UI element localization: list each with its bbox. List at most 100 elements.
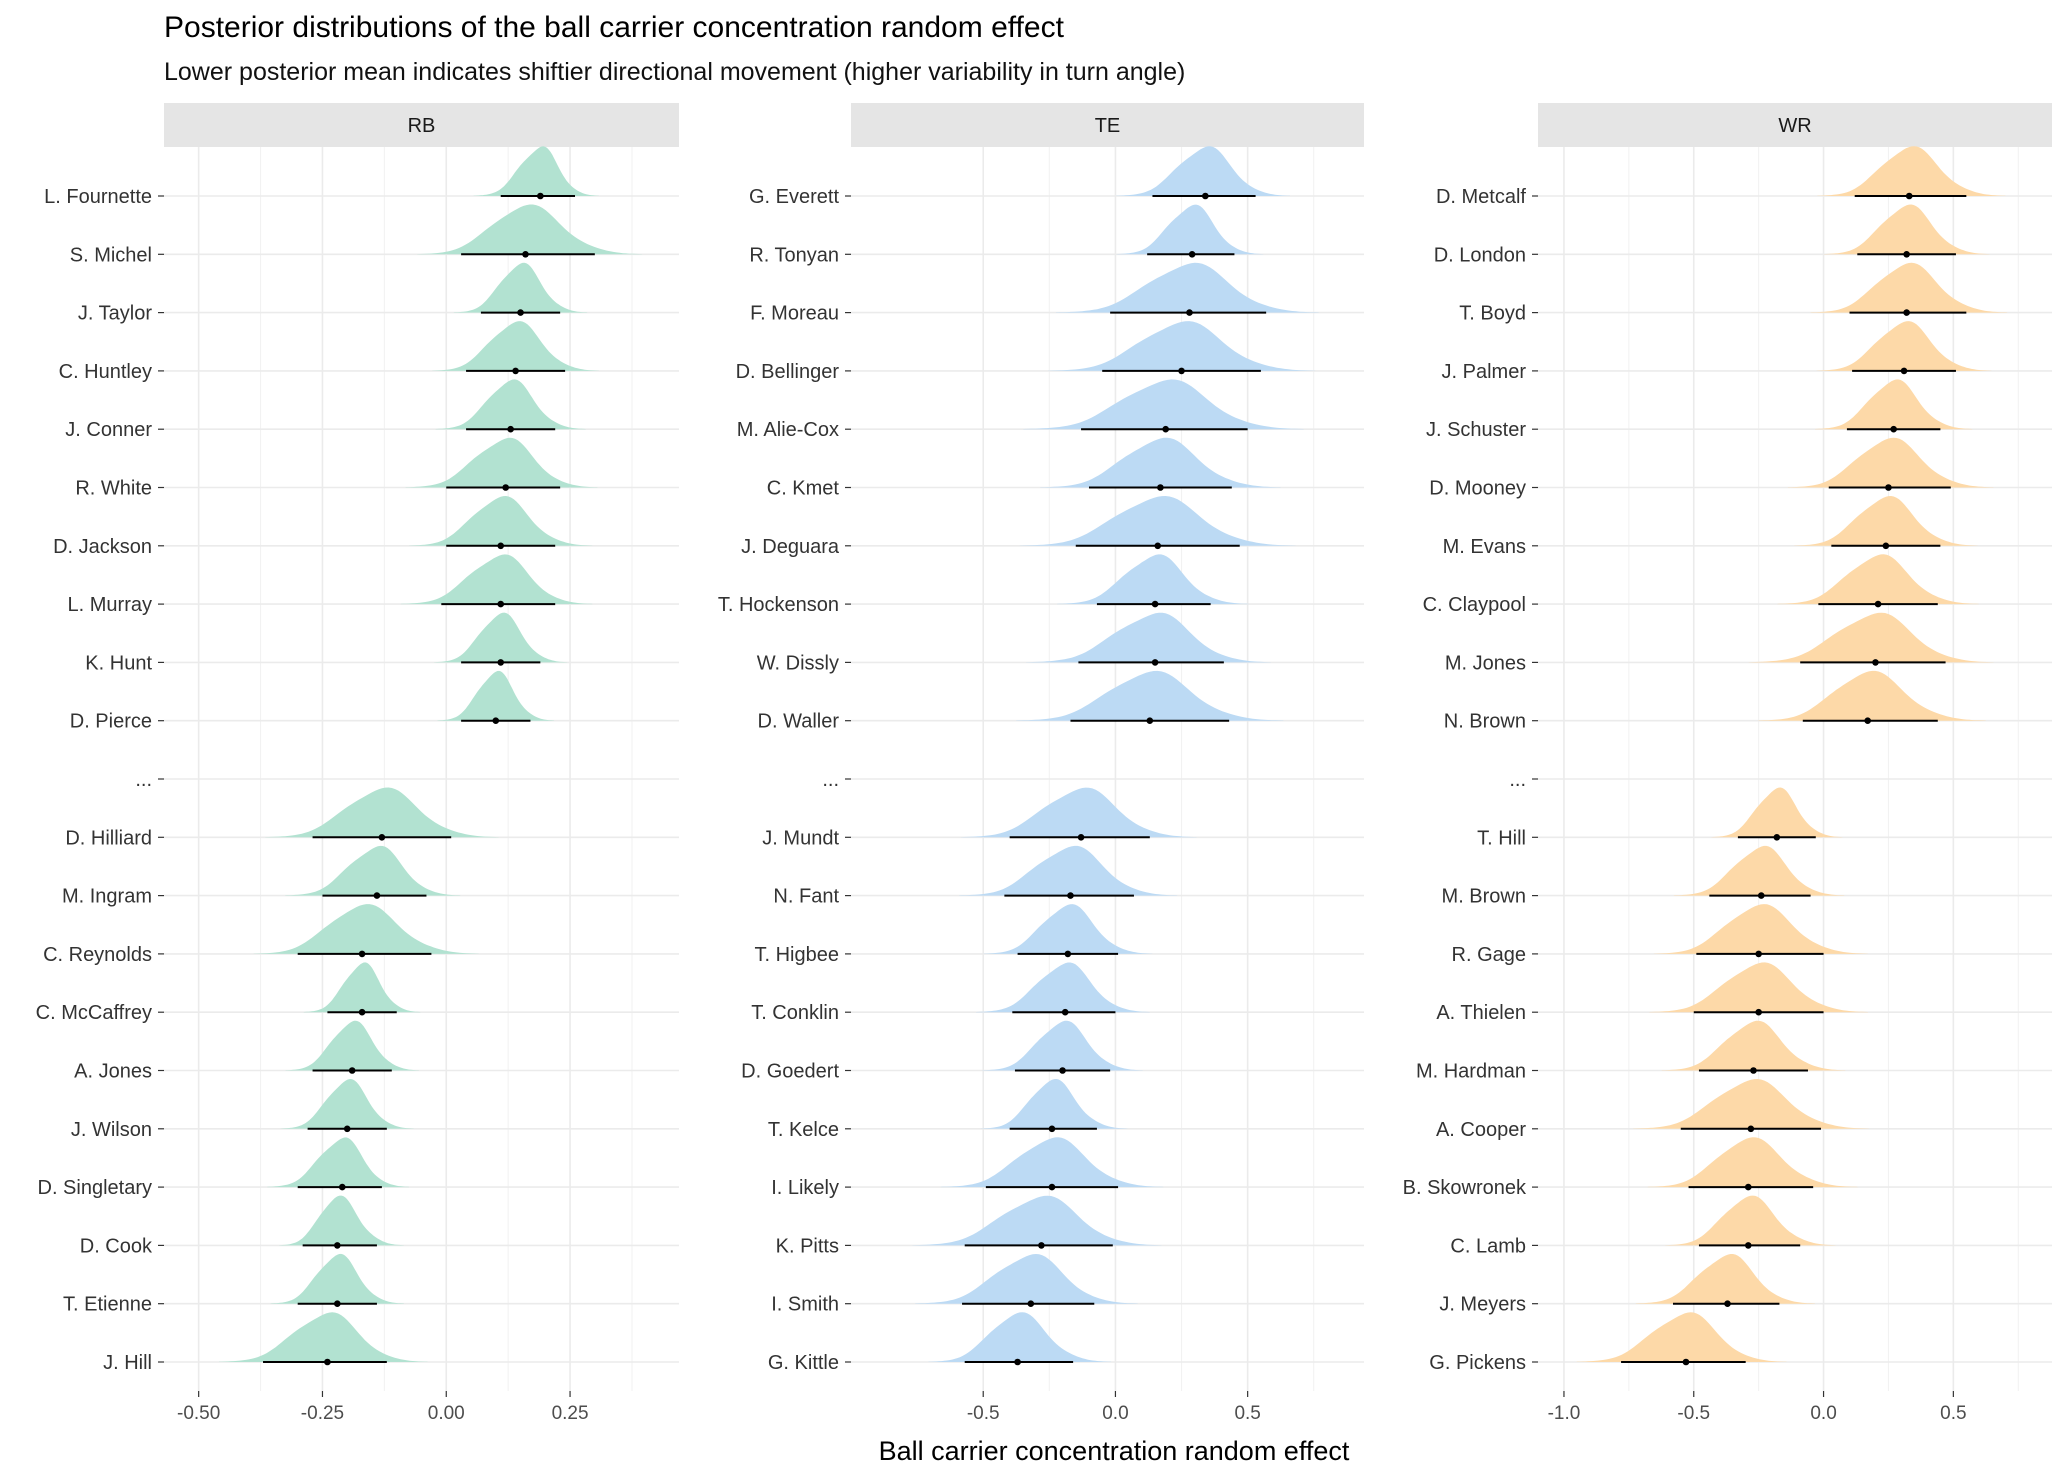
mean-point-c-claypool [1874, 600, 1882, 608]
mean-point-d-pierce [492, 717, 500, 724]
mean-point-d-jackson [497, 542, 505, 550]
density-l-murray [400, 554, 593, 605]
row-label: J. Conner [65, 419, 152, 441]
row-label: M. Ingram [62, 886, 152, 908]
density-s-michel [417, 204, 643, 255]
mean-point-m-hardman [1750, 1067, 1757, 1074]
row-label: T. Boyd [1459, 303, 1526, 325]
mean-point-s-michel [522, 251, 529, 258]
density-t-boyd [1810, 262, 2008, 313]
mean-point-i-smith [1027, 1300, 1035, 1307]
density-l-fournette [473, 146, 599, 196]
mean-point-t-boyd [1903, 309, 1910, 316]
strip-wr [1538, 103, 2052, 147]
mean-point-t-etienne [334, 1300, 341, 1307]
row-label: N. Fant [773, 886, 839, 908]
mean-point-d-metcalf [1905, 192, 1913, 200]
row-label-gap: ... [822, 769, 839, 791]
row-label: C. Claypool [1423, 594, 1526, 616]
row-label: K. Pitts [776, 1235, 839, 1257]
row-label: J. Wilson [71, 1119, 152, 1141]
row-label: M. Alie-Cox [737, 419, 839, 441]
x-tick-label: 0.25 [552, 1403, 589, 1424]
panel-background-rb [164, 147, 679, 1391]
mean-point-k-hunt [497, 659, 505, 666]
mean-point-d-mooney [1885, 484, 1892, 491]
density-j-palmer [1816, 321, 1992, 371]
row-label: F. Moreau [750, 303, 839, 325]
density-j-deguara [1019, 496, 1296, 546]
density-k-hunt [434, 612, 568, 663]
density-m-evans [1794, 496, 1978, 546]
mean-point-g-pickens [1682, 1358, 1690, 1366]
density-c-kmet [1040, 437, 1281, 488]
mean-point-i-likely [1048, 1183, 1056, 1191]
row-label: J. Deguara [741, 536, 840, 558]
x-tick-label: -0.5 [1677, 1403, 1710, 1424]
mean-point-a-cooper [1747, 1125, 1755, 1133]
x-tick-label: 0.0 [1102, 1403, 1128, 1424]
x-tick-label: 0.5 [1940, 1403, 1966, 1424]
mean-point-d-singletary [338, 1183, 346, 1191]
density-n-brown [1758, 670, 1986, 721]
mean-point-j-palmer [1900, 367, 1908, 375]
row-label: C. Reynolds [43, 944, 152, 966]
density-d-bellinger [1048, 321, 1316, 371]
mean-point-c-lamb [1744, 1242, 1752, 1249]
density-c-mccaffrey [303, 962, 421, 1013]
row-label: J. Schuster [1426, 419, 1526, 441]
row-label: D. Metcalf [1436, 186, 1526, 208]
mean-point-a-jones [348, 1067, 356, 1074]
row-label: D. Goedert [741, 1061, 839, 1083]
mean-point-d-london [1903, 251, 1910, 258]
row-label-gap: ... [135, 769, 152, 791]
mean-point-a-thielen [1755, 1008, 1762, 1016]
x-axis-label: Ball carrier concentration random effect [879, 1436, 1350, 1466]
mean-point-t-conklin [1061, 1008, 1069, 1016]
density-d-metcalf [1817, 146, 2006, 196]
density-t-hill [1711, 787, 1843, 838]
row-label: D. Waller [758, 711, 840, 733]
row-label: D. Cook [80, 1235, 153, 1257]
chart-subtitle: Lower posterior mean indicates shiftier … [164, 58, 1185, 86]
density-m-jones [1748, 612, 1994, 663]
density-g-kittle [928, 1312, 1112, 1362]
density-r-tonyan [1116, 204, 1264, 255]
row-label: M. Evans [1443, 536, 1526, 558]
density-r-gage [1653, 904, 1868, 954]
density-m-alie-cox [1023, 379, 1304, 430]
mean-point-t-hockenson [1151, 600, 1159, 608]
mean-point-c-reynolds [358, 950, 366, 958]
row-label: D. Hilliard [65, 827, 152, 849]
row-label: C. McCaffrey [36, 1002, 152, 1024]
mean-point-n-brown [1864, 717, 1871, 724]
mean-point-t-higbee [1064, 950, 1072, 958]
x-tick-label: 0.5 [1234, 1403, 1260, 1424]
row-label: T. Conklin [751, 1002, 839, 1024]
mean-point-l-murray [497, 600, 505, 608]
density-d-goedert [982, 1020, 1143, 1071]
x-tick-label: -0.5 [967, 1403, 1000, 1424]
density-a-thielen [1649, 962, 1868, 1013]
row-label: I. Smith [771, 1294, 839, 1316]
x-tick-label: 0.0 [1810, 1403, 1836, 1424]
density-i-smith [915, 1254, 1138, 1304]
density-t-kelce [980, 1079, 1128, 1129]
row-label: S. Michel [70, 244, 152, 266]
mean-point-g-everett [1202, 192, 1209, 200]
row-label: J. Meyers [1439, 1294, 1526, 1316]
density-b-skowronek [1647, 1137, 1858, 1188]
density-w-dissly [1026, 612, 1271, 663]
mean-point-l-fournette [537, 192, 544, 200]
strip-te [851, 103, 1364, 147]
row-label: T. Etienne [63, 1294, 152, 1316]
row-label: R. White [75, 478, 152, 500]
mean-point-r-tonyan [1188, 251, 1196, 258]
row-label: D. Bellinger [736, 361, 840, 383]
density-d-jackson [409, 496, 593, 546]
density-j-hill [219, 1312, 428, 1362]
mean-point-m-evans [1882, 542, 1890, 550]
row-label: J. Palmer [1442, 361, 1527, 383]
row-label-gap: ... [1509, 769, 1526, 791]
